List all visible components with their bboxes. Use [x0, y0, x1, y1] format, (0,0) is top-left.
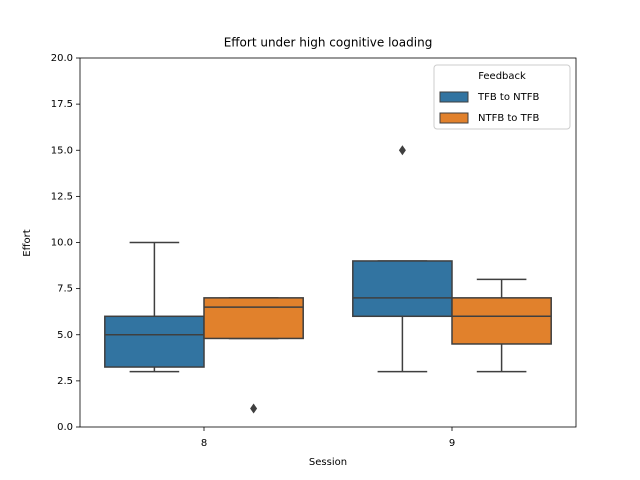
y-tick-label: 15.0	[51, 145, 73, 156]
x-tick-label: 8	[201, 438, 207, 449]
outlier	[398, 145, 406, 156]
y-tick-label: 10.0	[51, 238, 73, 249]
y-tick-label: 2.5	[57, 376, 73, 387]
y-tick-label: 0.0	[57, 422, 73, 433]
chart-title: Effort under high cognitive loading	[224, 36, 433, 50]
legend-label: NTFB to TFB	[478, 113, 539, 124]
plot-frame	[79, 57, 577, 428]
box	[352, 260, 453, 318]
y-axis-label: Effort	[22, 229, 33, 256]
legend-swatch	[439, 112, 469, 124]
y-tick-label: 7.5	[57, 284, 73, 295]
box	[203, 297, 304, 340]
box	[104, 315, 205, 368]
legend-swatch	[439, 91, 469, 103]
x-tick-label: 9	[449, 438, 455, 449]
y-tick-label: 20.0	[51, 53, 73, 64]
box	[451, 297, 552, 345]
outlier	[250, 403, 258, 414]
x-axis-label: Session	[309, 457, 347, 468]
y-tick-label: 5.0	[57, 330, 73, 341]
legend-label: TFB to NTFB	[477, 92, 539, 103]
y-tick-label: 17.5	[51, 99, 73, 110]
legend-title: Feedback	[478, 71, 526, 82]
y-tick-label: 12.5	[51, 191, 73, 202]
